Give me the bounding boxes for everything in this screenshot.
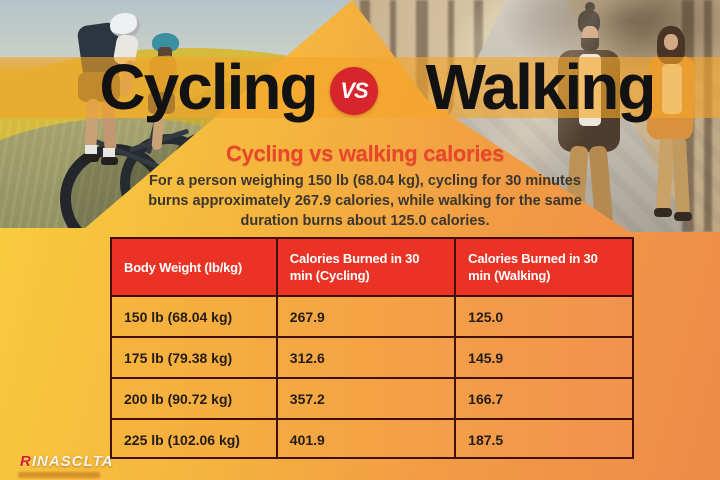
subtitle: Cycling vs walking calories [225,141,505,166]
cyclist-shoe [82,154,99,162]
cyclist-helmet [110,13,140,37]
column-header-walking: Calories Burned in 30 min (Walking) [454,239,632,295]
cell-walking: 187.5 [454,420,632,459]
description: For a person weighing 150 lb (68.04 kg),… [145,171,585,231]
cyclist-shoe [101,157,118,165]
man-beard [581,38,599,51]
column-header-body-weight: Body Weight (lb/kg) [124,259,243,275]
woman-face [664,34,678,50]
cell-weight: 225 lb (102.06 kg) [124,431,240,448]
logo-initial: R [20,453,32,470]
logo-wordmark: INASCLTA [31,453,114,470]
cell-weight: 200 lb (90.72 kg) [124,390,233,407]
cyclist-sock [103,148,115,158]
rinasclta-logo: RINASCLTA [20,453,113,470]
cell-walking: 166.7 [454,379,632,418]
description-line-3: duration burns about 125.0 calories. [240,213,490,229]
cell-cycling: 267.9 [275,297,454,336]
cell-walking: 145.9 [454,338,632,377]
cell-cycling: 357.2 [275,379,454,418]
description-line-1: For a person weighing 150 lb (68.04 kg),… [149,173,581,189]
woman-shoe [674,212,692,221]
cell-walking: 125.0 [454,297,632,336]
cell-weight: 150 lb (68.04 kg) [124,308,233,325]
column-header-cycling: Calories Burned in 30 min (Cycling) [275,239,454,295]
table-row: 225 lb (102.06 kg) 401.9 187.5 [112,418,632,459]
title-walking: Walking [425,51,657,123]
cell-cycling: 401.9 [275,420,454,459]
logo-tagline-blur [18,472,100,478]
vs-badge: VS [330,67,378,115]
woman-shoe [654,208,672,217]
table-row: 175 lb (79.38 kg) 312.6 145.9 [112,336,632,377]
table-header-row: Body Weight (lb/kg) Calories Burned in 3… [112,239,632,295]
description-line-2: burns approximately 267.9 calories, whil… [148,193,582,209]
cyclist-sock [85,145,97,155]
calories-table: Body Weight (lb/kg) Calories Burned in 3… [110,237,634,459]
title-cycling: Cycling [99,51,318,123]
man-shoe [594,223,616,232]
cell-cycling: 312.6 [275,338,454,377]
cell-weight: 175 lb (79.38 kg) [124,349,233,366]
table-row: 200 lb (90.72 kg) 357.2 166.7 [112,377,632,418]
table-row: 150 lb (68.04 kg) 267.9 125.0 [112,295,632,336]
man-hair-bun [585,2,595,12]
